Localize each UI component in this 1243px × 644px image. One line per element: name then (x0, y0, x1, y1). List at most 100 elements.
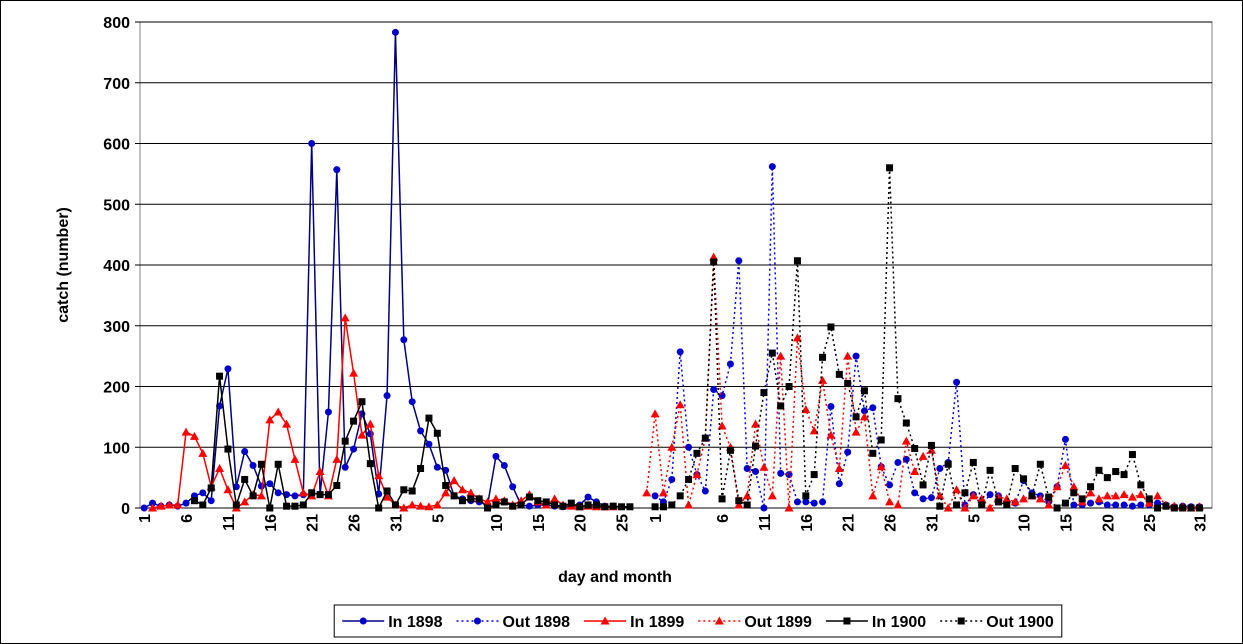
marker (919, 481, 927, 489)
marker (1002, 494, 1012, 503)
marker (752, 468, 760, 476)
marker (600, 616, 610, 625)
marker (291, 502, 299, 510)
marker (341, 437, 349, 445)
marker (425, 414, 433, 422)
marker (308, 489, 316, 497)
marker (1128, 451, 1136, 459)
marker (676, 492, 684, 500)
marker (340, 313, 350, 322)
marker (1120, 501, 1128, 509)
marker (473, 617, 481, 625)
marker (1154, 504, 1162, 512)
marker (626, 503, 634, 511)
marker (960, 503, 970, 512)
marker (559, 502, 567, 510)
marker (350, 417, 358, 425)
marker (869, 449, 877, 457)
marker (936, 465, 944, 473)
marker (190, 497, 198, 505)
marker (457, 485, 467, 494)
marker (675, 400, 685, 409)
marker (802, 492, 810, 500)
x-tick-label: 11 (757, 514, 774, 531)
marker (743, 465, 751, 473)
marker (241, 448, 249, 456)
marker (734, 500, 744, 509)
marker (316, 491, 324, 499)
marker (809, 426, 819, 435)
x-axis-title: day and month (558, 569, 672, 586)
marker (802, 498, 810, 506)
marker (768, 163, 776, 171)
marker (701, 487, 709, 495)
marker (968, 491, 978, 500)
marker (618, 503, 626, 511)
marker (918, 451, 928, 460)
marker (1052, 482, 1062, 491)
marker (1103, 501, 1111, 509)
marker (484, 504, 492, 512)
marker (1187, 504, 1195, 512)
marker (876, 462, 886, 471)
marker (509, 483, 517, 491)
marker (834, 464, 844, 473)
legend-box (333, 604, 1063, 638)
marker (851, 427, 861, 436)
marker (1137, 481, 1145, 489)
marker (173, 500, 183, 509)
marker (207, 497, 215, 505)
marker (852, 413, 860, 421)
marker (567, 499, 575, 507)
marker (467, 495, 475, 503)
marker (216, 372, 224, 380)
marker (927, 441, 935, 449)
marker (425, 440, 433, 448)
marker (400, 336, 408, 344)
marker (676, 348, 684, 356)
marker (1028, 492, 1036, 500)
marker (1086, 488, 1096, 497)
marker (500, 498, 508, 506)
marker (944, 460, 952, 468)
marker (525, 502, 533, 510)
marker (894, 395, 902, 403)
marker (742, 491, 752, 500)
marker (1170, 504, 1178, 512)
marker (290, 454, 300, 463)
marker (835, 370, 843, 378)
marker (1120, 471, 1128, 479)
marker (249, 492, 257, 500)
marker (433, 429, 441, 437)
marker (994, 498, 1002, 506)
marker (458, 497, 466, 505)
marker (198, 448, 208, 457)
marker (584, 493, 592, 501)
marker (1094, 494, 1104, 503)
marker (282, 419, 292, 428)
x-tick-label: 21 (305, 514, 322, 532)
marker (257, 460, 265, 468)
x-tick-label: 6 (179, 514, 196, 523)
marker (726, 360, 734, 368)
marker (417, 427, 425, 435)
legend-item: Out 1899 (698, 614, 812, 631)
marker (140, 504, 148, 512)
marker (710, 386, 718, 394)
marker (1011, 465, 1019, 473)
marker (978, 501, 986, 509)
marker (886, 164, 894, 172)
marker (1010, 497, 1020, 506)
marker (407, 500, 417, 509)
marker (986, 466, 994, 474)
marker (886, 481, 894, 489)
marker (1179, 504, 1187, 512)
marker (383, 487, 391, 495)
marker (1061, 499, 1069, 507)
marker (223, 485, 233, 494)
marker (475, 495, 483, 503)
marker (181, 427, 191, 436)
marker (860, 387, 868, 395)
marker (332, 454, 342, 463)
